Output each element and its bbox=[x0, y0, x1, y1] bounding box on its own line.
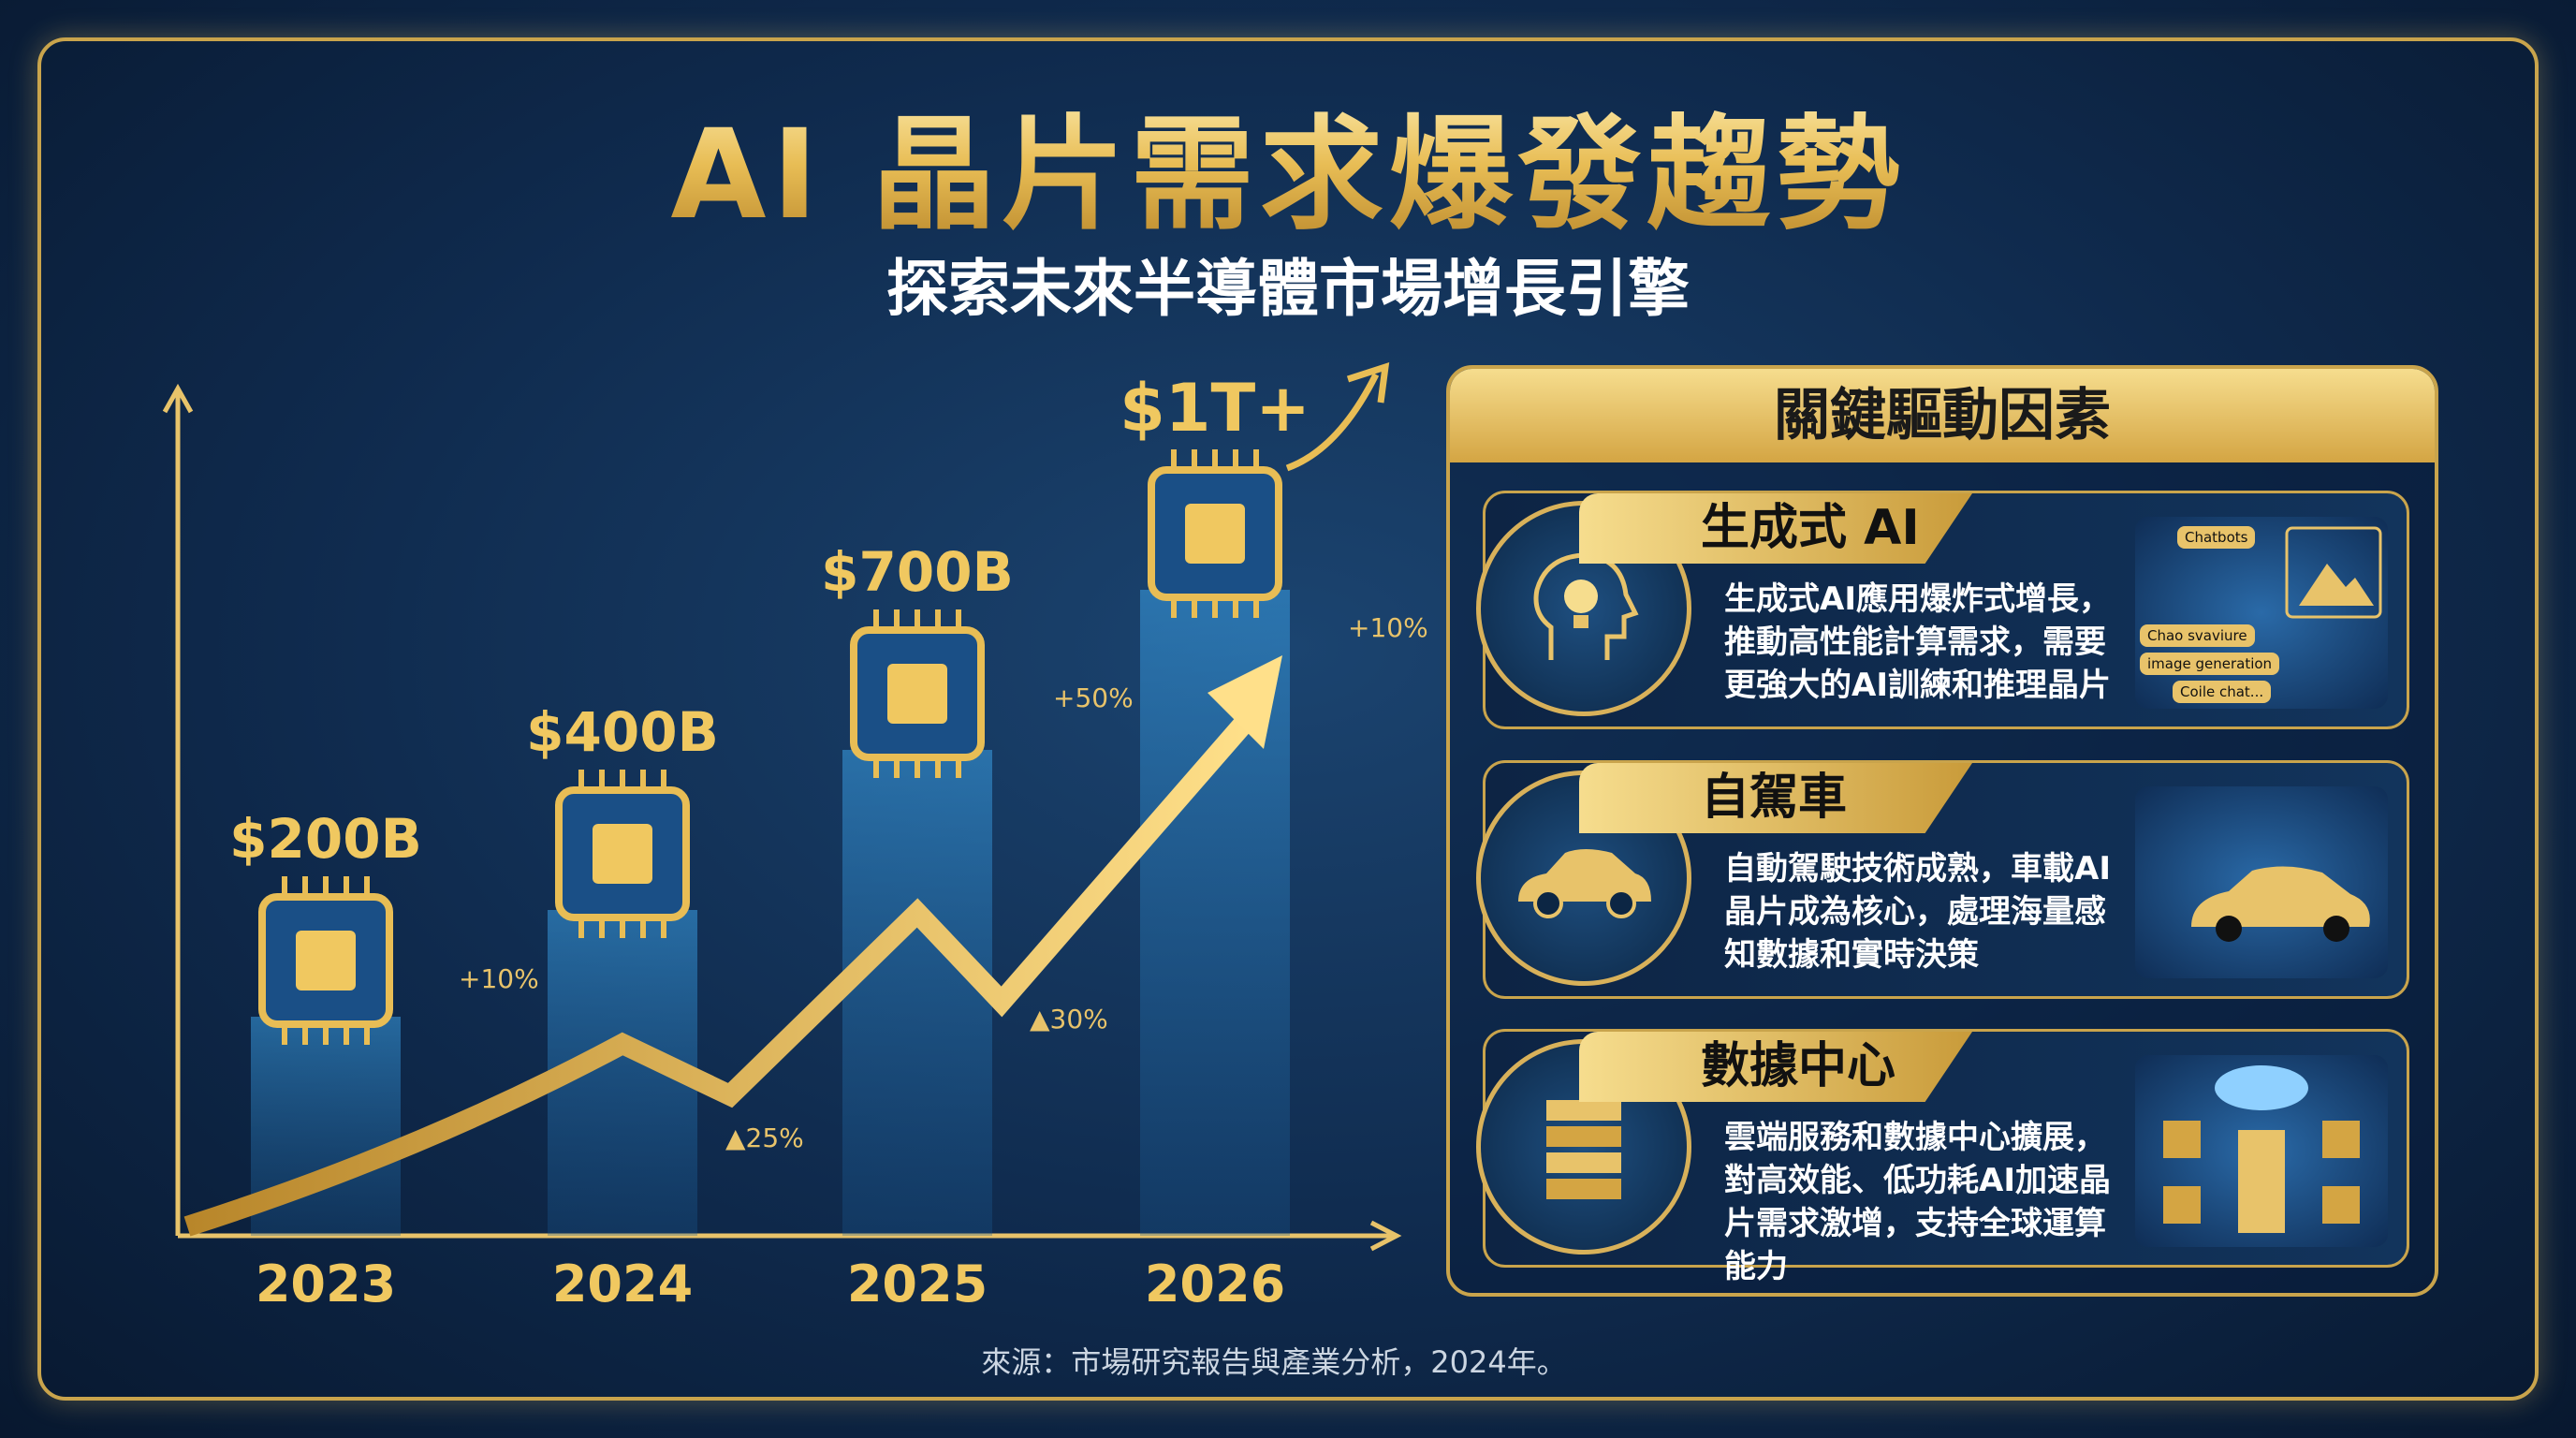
chip-core bbox=[1185, 504, 1245, 564]
tag: Chao svaviure bbox=[2140, 624, 2255, 647]
driver-card-autonomous-car: 自駕車 自動駕駛技術成熟，車載AI晶片成為核心，處理海量感知數據和實時決策 bbox=[1476, 760, 2409, 999]
growth-annotation: +10% bbox=[459, 963, 539, 994]
chip-icon bbox=[555, 770, 690, 938]
card-title: 生成式 AI bbox=[1579, 493, 1972, 564]
x-tick-label: 2023 bbox=[256, 1255, 396, 1313]
driver-card-generative-ai: 生成式 AI 生成式AI應用爆炸式增長，推動高性能計算需求，需要更強大的AI訓練… bbox=[1476, 491, 2409, 729]
value-label: $400B bbox=[526, 700, 719, 764]
growth-annotation: +10% bbox=[1348, 612, 1428, 643]
value-label: $1T+ bbox=[1120, 370, 1310, 447]
chip-core bbox=[887, 664, 947, 724]
chip-icon bbox=[258, 876, 393, 1045]
tag: Chatbots bbox=[2177, 526, 2256, 549]
driver-card-data-center: 數據中心 雲端服務和數據中心擴展，對高效能、低功耗AI加速晶片需求激增，支持全球… bbox=[1476, 1029, 2409, 1285]
ai-apps-illustration: Chatbots Chao svaviure image generation … bbox=[2135, 517, 2388, 709]
bar-2025 bbox=[842, 750, 992, 1236]
value-label: $700B bbox=[821, 540, 1014, 604]
chip-core bbox=[296, 931, 356, 990]
autonomous-car-illustration bbox=[2135, 786, 2388, 978]
growth-arrow bbox=[1285, 361, 1390, 472]
cloud-datacenter-illustration bbox=[2135, 1055, 2388, 1247]
growth-chart: $200B 2023 $400B 2024 $700B 2025 $1T+ 2026 +10% ▲… bbox=[162, 361, 1428, 1313]
card-title: 自駕車 bbox=[1579, 763, 1972, 833]
x-tick-label: 2024 bbox=[552, 1255, 693, 1313]
card-title: 數據中心 bbox=[1579, 1032, 1972, 1102]
y-axis bbox=[162, 383, 194, 1236]
x-tick-label: 2026 bbox=[1145, 1255, 1285, 1313]
growth-annotation: ▲25% bbox=[725, 1123, 804, 1153]
card-description: 自動駕駛技術成熟，車載AI晶片成為核心，處理海量感知數據和實時決策 bbox=[1724, 850, 2111, 974]
trend-arrow bbox=[183, 704, 1263, 1237]
growth-annotation: +50% bbox=[1053, 682, 1134, 713]
tag: Coile chat... bbox=[2173, 681, 2272, 703]
growth-annotation: ▲30% bbox=[1030, 1004, 1108, 1034]
x-tick-label: 2025 bbox=[847, 1255, 988, 1313]
card-description: 生成式AI應用爆炸式增長，推動高性能計算需求，需要更強大的AI訓練和推理晶片 bbox=[1724, 580, 2111, 704]
page-title: AI 晶片需求爆發趨勢 bbox=[0, 75, 2576, 254]
page-subtitle: 探索未來半導體市場增長引擎 bbox=[886, 253, 1690, 325]
card-description: 雲端服務和數據中心擴展，對高效能、低功耗AI加速晶片需求激增，支持全球運算能力 bbox=[1724, 1119, 2111, 1285]
key-drivers-panel: 關鍵驅動因素 生成式 AI 生成式AI應用爆炸式增長，推動高性能計算需求，需要更… bbox=[1446, 365, 2438, 1297]
panel-title: 關鍵驅動因素 bbox=[1450, 369, 2435, 462]
value-label: $200B bbox=[229, 807, 422, 871]
chip-core bbox=[593, 824, 652, 884]
chip-icon bbox=[850, 609, 985, 778]
trend-arrowhead bbox=[1208, 655, 1282, 749]
tag: image generation bbox=[2140, 653, 2280, 675]
decorative-frame bbox=[37, 37, 2539, 1401]
source-note: 來源：市場研究報告與產業分析，2024年。 bbox=[981, 1344, 1567, 1380]
chip-icon bbox=[1148, 449, 1282, 618]
